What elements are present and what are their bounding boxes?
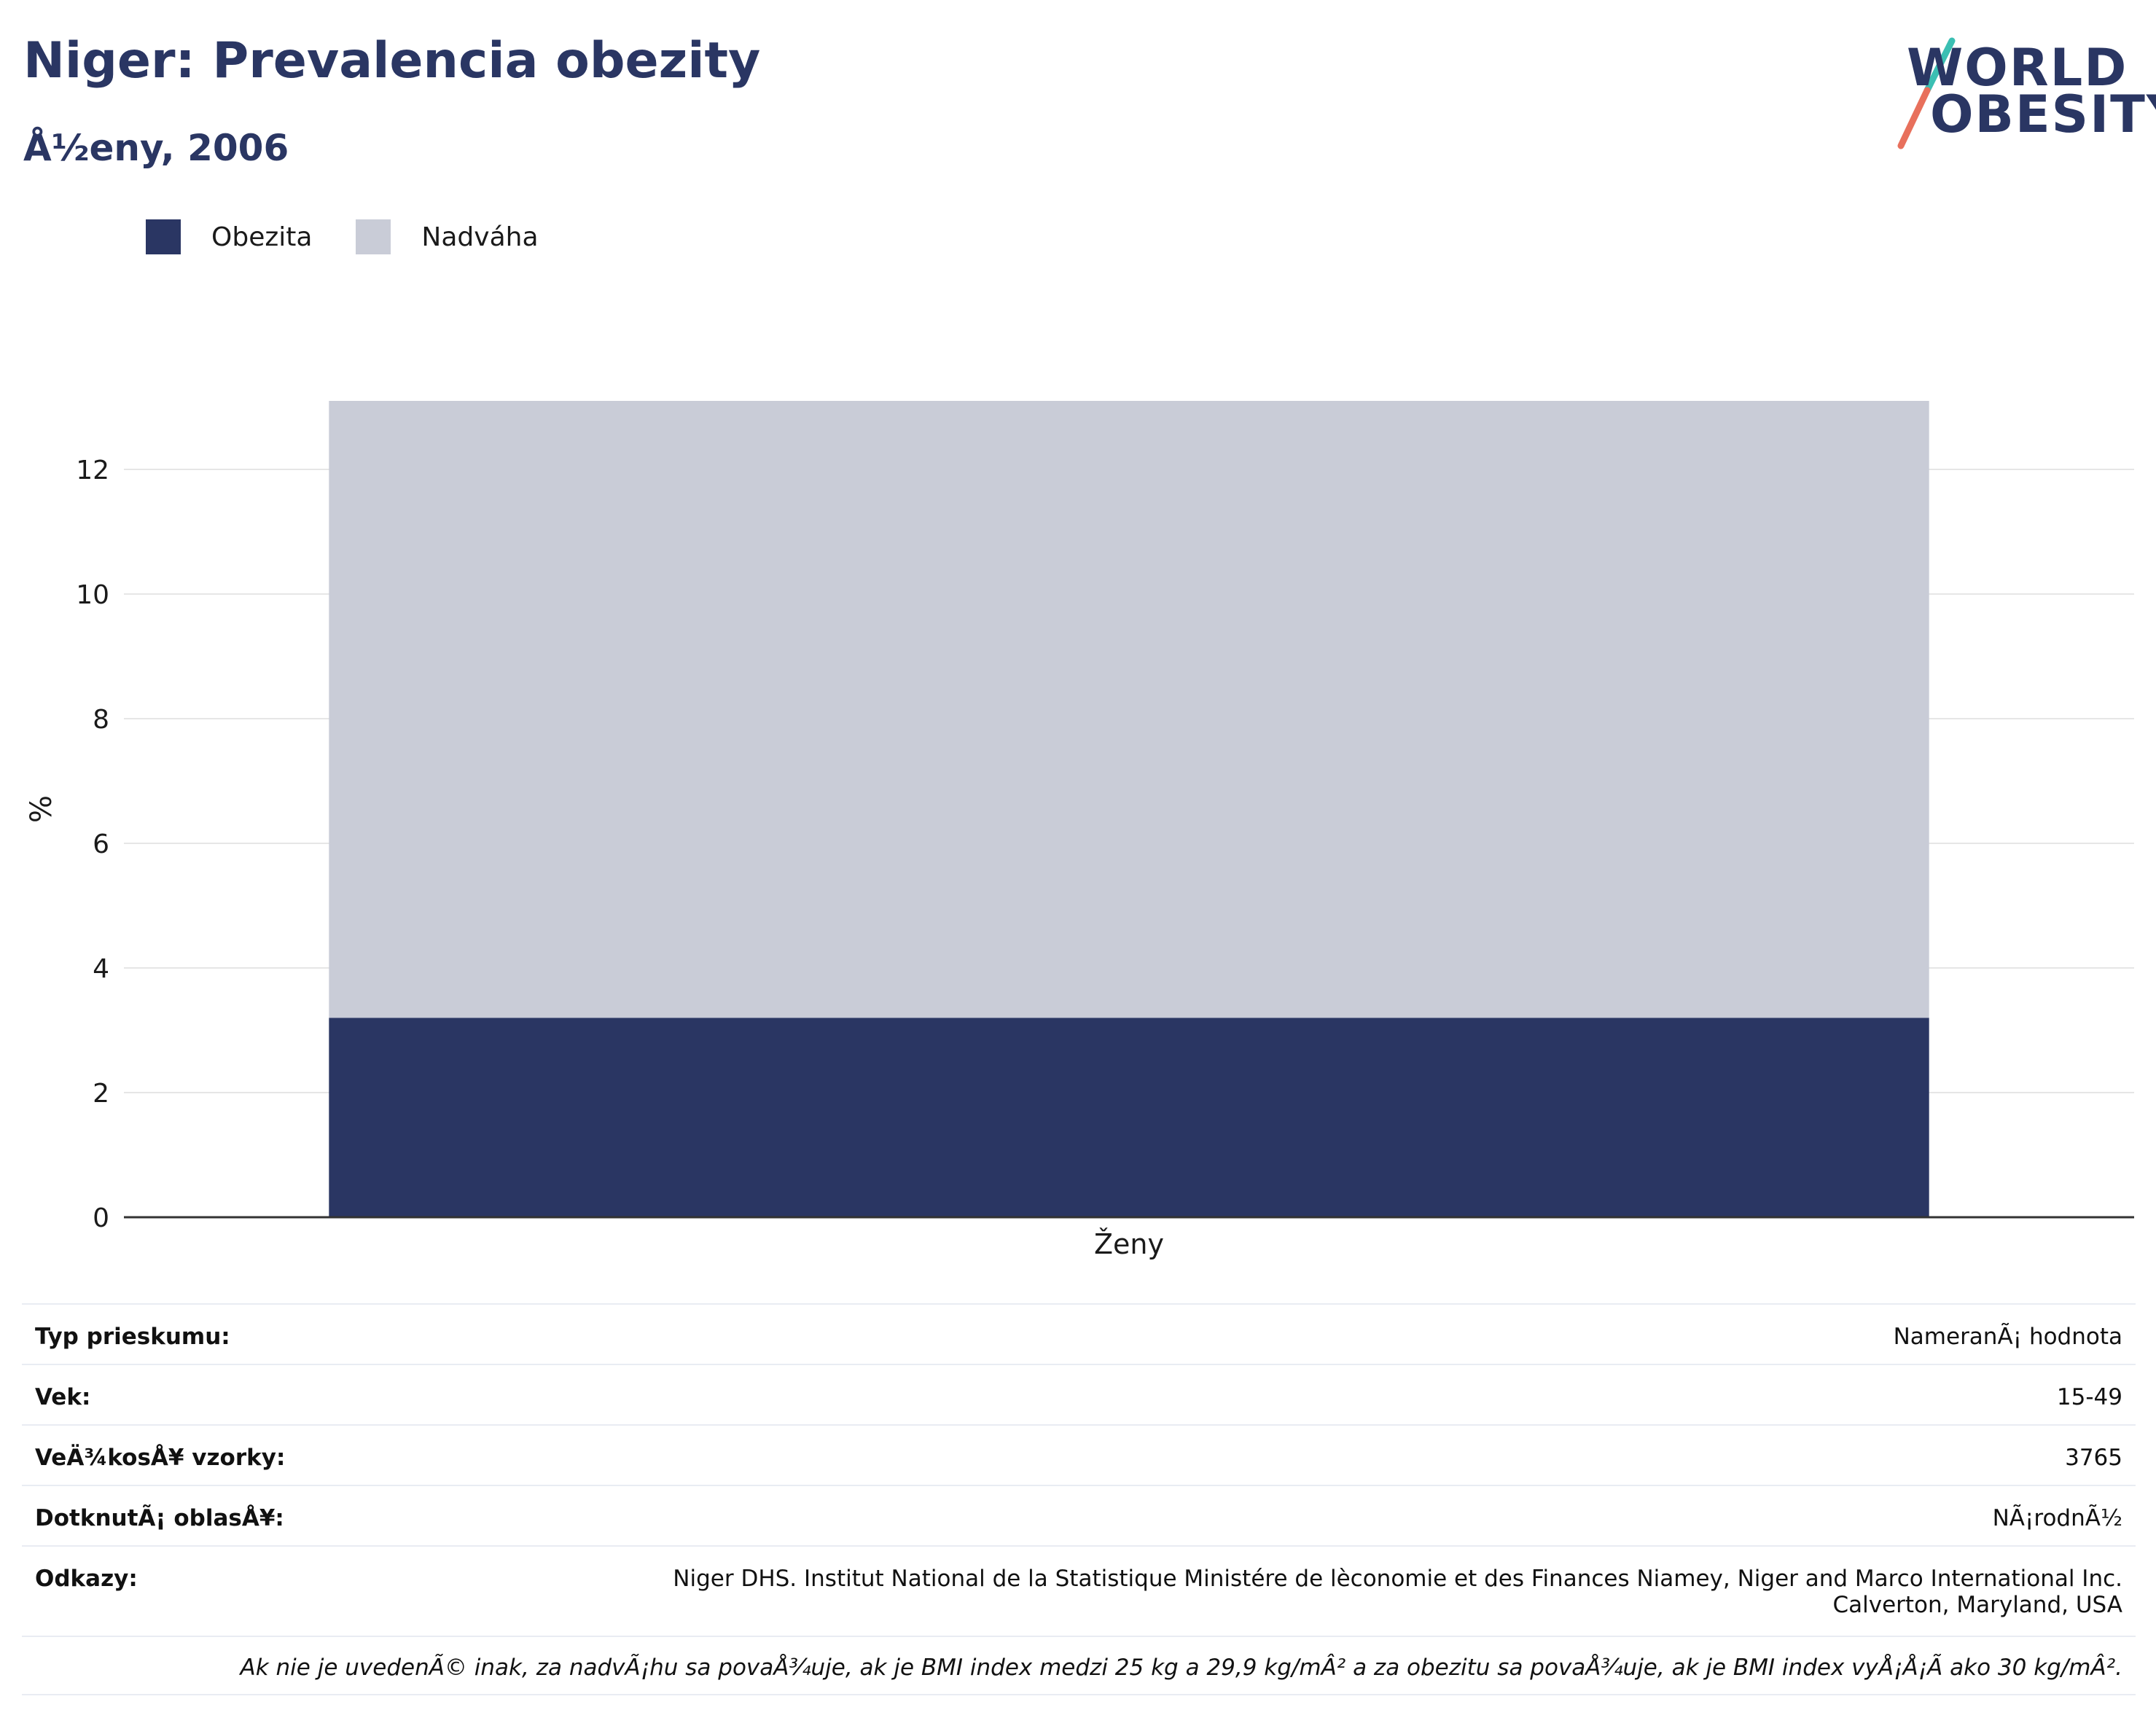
definition-note: Ak nie je uvedenÃ© inak, za nadvÃ¡hu sa … xyxy=(22,1636,2136,1695)
legend-item-obesity[interactable]: Obezita xyxy=(146,219,312,254)
meta-value: 3765 xyxy=(2065,1445,2122,1471)
y-tick-label: 4 xyxy=(93,954,109,984)
y-tick-label: 2 xyxy=(93,1079,109,1109)
reference-line-2: Calverton, Maryland, USA xyxy=(1832,1592,2122,1618)
bar-segment-obesity xyxy=(329,1018,1929,1217)
world-obesity-logo: WORLD OBESITY xyxy=(1895,22,2156,153)
chart-legend: Obezita Nadváha xyxy=(146,219,582,255)
meta-key: VeÄ¾kosÅ¥ vzorky: xyxy=(35,1445,286,1471)
y-tick-label: 6 xyxy=(93,829,109,859)
meta-row-survey-type: Typ prieskumu: NameranÃ¡ hodnota xyxy=(22,1303,2136,1364)
survey-metadata-table: Typ prieskumu: NameranÃ¡ hodnota Vek: 15… xyxy=(22,1303,2136,1695)
logo-slash-icon xyxy=(1897,37,1956,149)
legend-label-obesity: Obezita xyxy=(211,222,313,252)
y-tick-label: 0 xyxy=(93,1203,109,1233)
meta-row-age: Vek: 15-49 xyxy=(22,1364,2136,1424)
logo-word-obesity: OBESITY xyxy=(1930,85,2156,144)
legend-label-overweight: Nadváha xyxy=(421,222,539,252)
page-title: Niger: Prevalencia obezity xyxy=(23,32,761,90)
meta-key: Typ prieskumu: xyxy=(35,1324,230,1350)
meta-row-references: Odkazy: Niger DHS. Institut National de … xyxy=(22,1545,2136,1636)
meta-value: 15-49 xyxy=(2056,1384,2122,1410)
y-tick-label: 12 xyxy=(76,456,109,485)
page-subtitle: Å½eny, 2006 xyxy=(23,127,289,169)
meta-key: DotknutÃ¡ oblasÅ¥: xyxy=(35,1505,284,1531)
x-tick-label: Ženy xyxy=(1094,1228,1164,1260)
y-axis-title: % xyxy=(25,795,58,823)
y-tick-label: 10 xyxy=(76,580,109,610)
meta-value: NÃ¡rodnÃ½ xyxy=(1992,1505,2122,1531)
meta-key: Odkazy: xyxy=(35,1566,138,1592)
reference-line-1: Niger DHS. Institut National de la Stati… xyxy=(673,1566,2122,1592)
meta-value-references: Niger DHS. Institut National de la Stati… xyxy=(673,1566,2122,1618)
meta-row-sample-size: VeÄ¾kosÅ¥ vzorky: 3765 xyxy=(22,1424,2136,1485)
legend-swatch-overweight xyxy=(356,219,391,254)
legend-swatch-obesity xyxy=(146,219,181,254)
y-tick-label: 8 xyxy=(93,705,109,735)
meta-value: NameranÃ¡ hodnota xyxy=(1893,1324,2122,1350)
meta-key: Vek: xyxy=(35,1384,91,1410)
legend-item-overweight[interactable]: Nadváha xyxy=(356,219,539,254)
meta-row-area: DotknutÃ¡ oblasÅ¥: NÃ¡rodnÃ½ xyxy=(22,1485,2136,1545)
stacked-bar-chart: 0 2 4 6 8 10 12 Ženy% xyxy=(25,401,2134,1260)
logo-word-world: WORLD xyxy=(1907,38,2128,98)
bar-segment-overweight xyxy=(329,401,1929,1018)
